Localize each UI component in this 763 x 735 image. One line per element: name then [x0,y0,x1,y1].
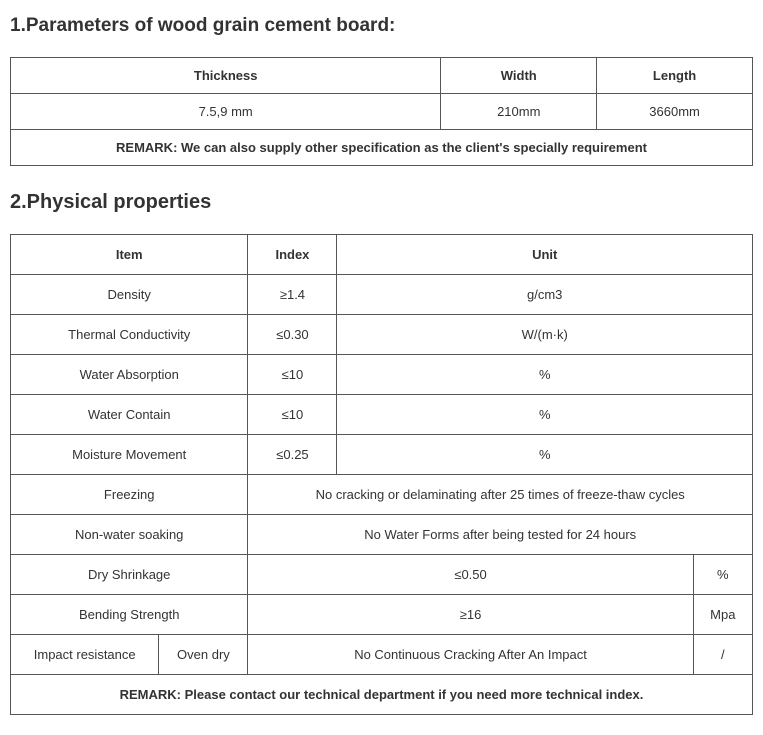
value-cell: No Water Forms after being tested for 24… [248,515,753,555]
table-value-row: 7.5,9 mm 210mm 3660mm [11,94,753,130]
table-remark-row: REMARK: Please contact our technical dep… [11,675,753,715]
value-cell: ≥16 [248,595,693,635]
unit-cell: % [337,435,753,475]
value-width: 210mm [441,94,597,130]
item-cell: Non-water soaking [11,515,248,555]
value-cell: No Continuous Cracking After An Impact [248,635,693,675]
header-thickness: Thickness [11,58,441,94]
table-row: Water Absorption ≤10 % [11,355,753,395]
table-row: Freezing No cracking or delaminating aft… [11,475,753,515]
properties-table: Item Index Unit Density ≥1.4 g/cm3 Therm… [10,234,753,715]
table-row: Dry Shrinkage ≤0.50 % [11,555,753,595]
table-row: Thermal Conductivity ≤0.30 W/(m·k) [11,315,753,355]
table-header-row: Thickness Width Length [11,58,753,94]
header-index: Index [248,235,337,275]
item-cell: Density [11,275,248,315]
header-width: Width [441,58,597,94]
value-cell: ≤0.50 [248,555,693,595]
table-row: Bending Strength ≥16 Mpa [11,595,753,635]
item-cell: Moisture Movement [11,435,248,475]
item-cell: Bending Strength [11,595,248,635]
item-cell: Freezing [11,475,248,515]
item-cell: Water Contain [11,395,248,435]
header-length: Length [597,58,753,94]
table-row: Moisture Movement ≤0.25 % [11,435,753,475]
unit-cell: % [693,555,752,595]
header-unit: Unit [337,235,753,275]
unit-cell: % [337,395,753,435]
unit-cell: / [693,635,752,675]
table-header-row: Item Index Unit [11,235,753,275]
unit-cell: g/cm3 [337,275,753,315]
index-cell: ≤10 [248,355,337,395]
item-cell: Dry Shrinkage [11,555,248,595]
index-cell: ≤10 [248,395,337,435]
index-cell: ≥1.4 [248,275,337,315]
value-length: 3660mm [597,94,753,130]
section1-heading: 1.Parameters of wood grain cement board: [10,15,753,37]
unit-cell: W/(m·k) [337,315,753,355]
index-cell: ≤0.25 [248,435,337,475]
item-cell: Thermal Conductivity [11,315,248,355]
index-cell: ≤0.30 [248,315,337,355]
parameters-table: Thickness Width Length 7.5,9 mm 210mm 36… [10,57,753,166]
item-cell: Water Absorption [11,355,248,395]
table-row: Water Contain ≤10 % [11,395,753,435]
header-item: Item [11,235,248,275]
unit-cell: % [337,355,753,395]
value-thickness: 7.5,9 mm [11,94,441,130]
table-row: Non-water soaking No Water Forms after b… [11,515,753,555]
table-remark-row: REMARK: We can also supply other specifi… [11,130,753,166]
remark-cell: REMARK: We can also supply other specifi… [11,130,753,166]
item1-cell: Impact resistance [11,635,159,675]
item2-cell: Oven dry [159,635,248,675]
unit-cell: Mpa [693,595,752,635]
table-row: Impact resistance Oven dry No Continuous… [11,635,753,675]
remark-cell: REMARK: Please contact our technical dep… [11,675,753,715]
section2-heading: 2.Physical properties [10,191,753,214]
table-row: Density ≥1.4 g/cm3 [11,275,753,315]
value-cell: No cracking or delaminating after 25 tim… [248,475,753,515]
